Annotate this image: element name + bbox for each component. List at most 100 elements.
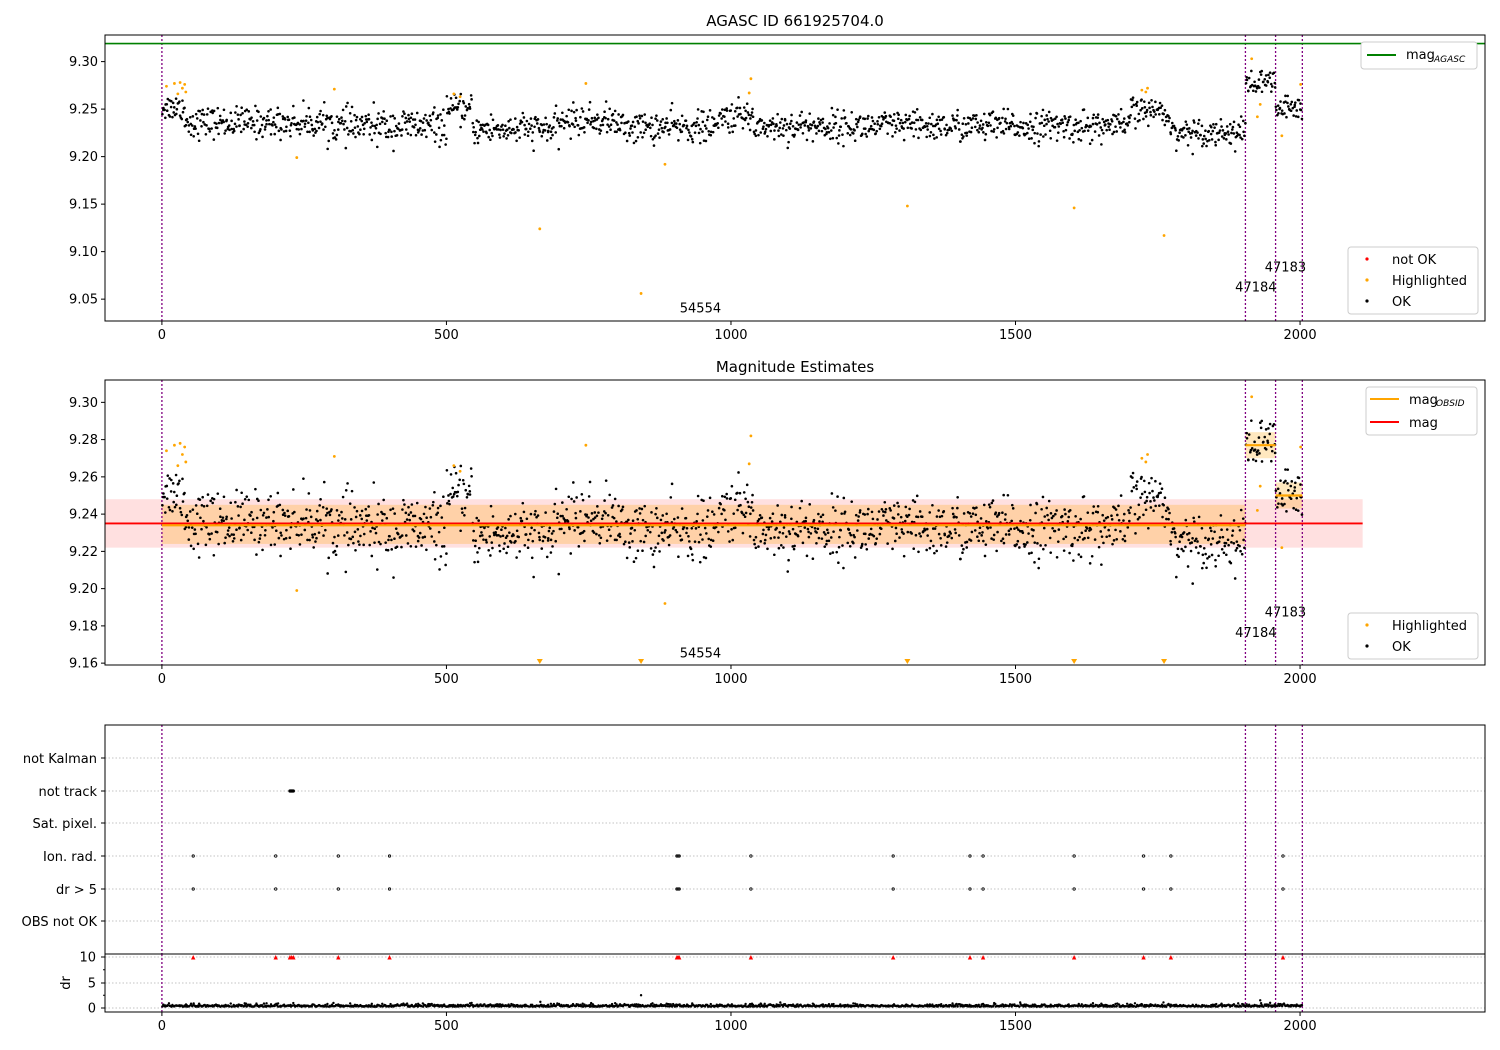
ok-point — [1134, 484, 1138, 487]
ok-point — [669, 496, 673, 499]
ok-point — [892, 112, 896, 116]
dr-point — [1220, 1002, 1223, 1005]
ok-point — [1162, 112, 1165, 116]
ok-point — [1201, 553, 1205, 557]
ok-point — [425, 548, 428, 552]
ok-point — [533, 513, 537, 516]
ok-point — [1029, 112, 1032, 116]
dr-point — [1215, 1002, 1218, 1006]
ok-point — [897, 113, 900, 116]
ok-point — [1272, 423, 1276, 426]
ok-point — [721, 123, 724, 127]
ok-point — [1035, 112, 1039, 115]
ok-point — [202, 519, 205, 523]
ok-point — [481, 128, 484, 131]
ok-point — [709, 133, 713, 137]
ok-point — [390, 538, 393, 542]
ok-point — [1191, 582, 1195, 585]
ok-point — [622, 542, 626, 546]
ok-point — [491, 546, 494, 550]
legend-label-highlighted: Highlighted — [1392, 619, 1467, 634]
ok-point — [863, 117, 867, 121]
ok-point — [592, 126, 596, 130]
ok-point — [557, 147, 561, 151]
ok-point — [669, 108, 673, 112]
ok-point — [965, 131, 969, 135]
ok-point — [403, 503, 406, 506]
flag-point — [1281, 854, 1285, 858]
ok-point — [753, 542, 756, 546]
ok-point — [378, 122, 382, 126]
ok-point — [1238, 528, 1242, 532]
highlighted-point — [180, 86, 184, 90]
ok-point — [587, 495, 591, 498]
ok-point — [280, 534, 283, 537]
ok-point — [440, 516, 444, 519]
ok-point — [901, 121, 905, 125]
ok-point — [660, 531, 664, 535]
ok-point — [480, 531, 483, 534]
ok-point — [1049, 551, 1053, 554]
ok-point — [995, 549, 998, 553]
flag-point — [1169, 854, 1173, 858]
ok-point — [1129, 506, 1132, 509]
ok-point — [1131, 471, 1135, 475]
ok-point — [443, 526, 446, 530]
ok-point — [900, 528, 904, 531]
ok-point — [1158, 113, 1161, 116]
ok-point — [565, 114, 568, 118]
ok-point — [723, 508, 726, 512]
ok-point — [1071, 132, 1074, 136]
ok-point — [636, 517, 640, 521]
ok-point — [200, 527, 203, 531]
ok-point — [161, 503, 164, 507]
highlighted-point — [1140, 88, 1144, 92]
ok-point — [1026, 123, 1030, 127]
ok-point — [590, 116, 594, 120]
ok-point — [164, 116, 167, 120]
ok-point — [981, 126, 984, 130]
ok-point — [462, 101, 466, 105]
ok-point — [866, 117, 869, 120]
ok-point — [652, 144, 656, 147]
ok-point — [252, 123, 256, 127]
ok-point — [409, 544, 413, 548]
category-label: dr > 5 — [56, 883, 97, 898]
ok-point — [364, 507, 368, 511]
ok-point — [587, 516, 590, 519]
ok-point — [1067, 515, 1071, 519]
ok-point — [994, 511, 998, 514]
ok-point — [198, 109, 202, 113]
ok-point — [189, 544, 193, 548]
ok-point — [1168, 116, 1171, 120]
ok-point — [1277, 111, 1280, 115]
ok-point — [1123, 131, 1127, 134]
ok-point — [574, 516, 578, 520]
ok-point — [328, 117, 332, 121]
ok-point — [957, 128, 961, 131]
ok-point — [763, 541, 767, 545]
ok-point — [169, 105, 173, 109]
ok-point — [733, 124, 737, 127]
ok-point — [1293, 489, 1296, 493]
ok-point — [940, 118, 944, 121]
ok-point — [352, 132, 355, 135]
ok-point — [400, 134, 403, 137]
dr-point — [470, 1001, 473, 1005]
ok-point — [1051, 526, 1054, 530]
ok-point — [1122, 512, 1126, 516]
highlighted-point — [332, 87, 336, 91]
ok-point — [704, 139, 708, 143]
ok-point — [1127, 509, 1130, 512]
ok-point — [939, 536, 942, 540]
ok-point — [370, 554, 374, 558]
ok-point — [461, 116, 464, 120]
ok-point — [769, 537, 773, 540]
legend-label-mag: mag — [1406, 48, 1435, 63]
ok-point — [1119, 530, 1122, 533]
ok-point — [1111, 542, 1114, 546]
ok-point — [559, 514, 563, 518]
ok-point — [831, 506, 835, 509]
ok-point — [630, 526, 634, 530]
ok-point — [978, 526, 982, 530]
